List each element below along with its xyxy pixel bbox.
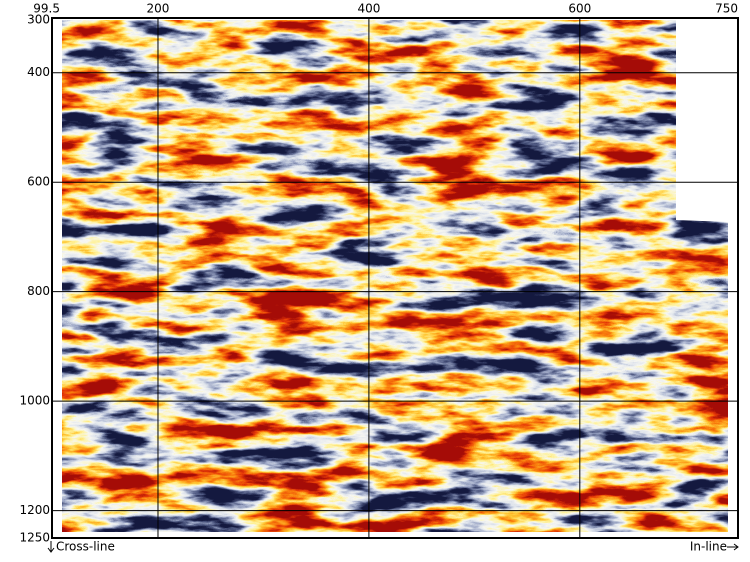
x-tick-label: 750 [715, 2, 738, 16]
x-tick-label: 400 [357, 2, 380, 16]
y-tick-label: 1250 [19, 531, 50, 545]
cross-line-label: Cross-line [56, 540, 115, 554]
arrow [47, 547, 55, 553]
y-tick-label: 300 [27, 13, 50, 27]
y-tick-label: 400 [27, 65, 50, 79]
seismic-image [62, 20, 728, 532]
frame [51, 17, 739, 539]
x-tick-label: 600 [568, 2, 591, 16]
arrow [733, 543, 739, 551]
x-tick-label: 200 [147, 2, 170, 16]
y-tick-label: 1000 [19, 394, 50, 408]
y-tick-label: 1200 [19, 503, 50, 517]
x-tick-label: 99.5 [33, 2, 60, 16]
y-tick-label: 600 [27, 175, 50, 189]
y-tick-label: 800 [27, 284, 50, 298]
in-line-label: In-line [690, 540, 727, 554]
